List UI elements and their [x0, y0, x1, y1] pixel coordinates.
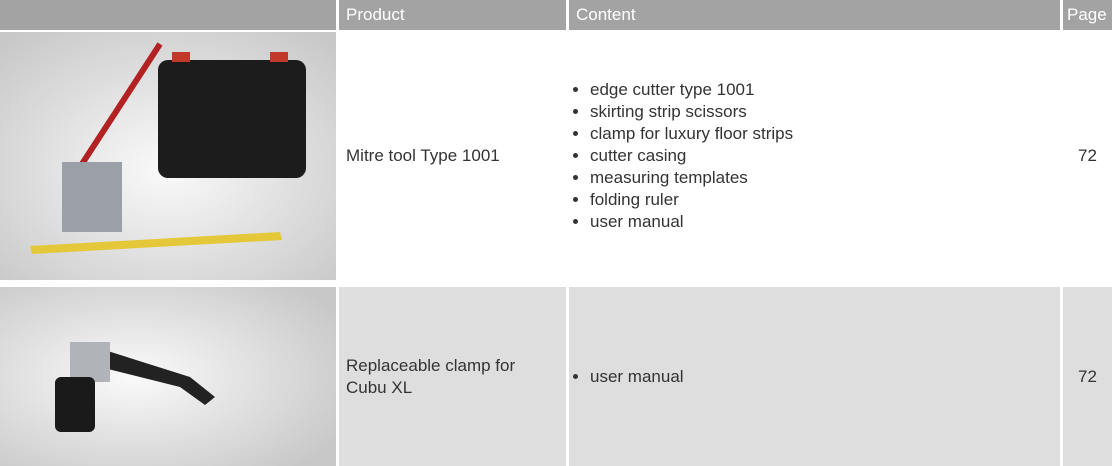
content-item: user manual: [590, 211, 793, 233]
header-page: Page: [1063, 0, 1112, 30]
header-content: Content: [569, 0, 1060, 30]
product-image: [0, 32, 336, 280]
product-image: [0, 287, 336, 466]
content-cell: user manual: [569, 287, 1060, 466]
content-item: folding ruler: [590, 189, 793, 211]
content-item: user manual: [590, 366, 684, 388]
header-product: Product: [339, 0, 566, 30]
content-list: user manual: [576, 366, 684, 388]
content-item: cutter casing: [590, 145, 793, 167]
content-item: measuring templates: [590, 167, 793, 189]
content-item: skirting strip scissors: [590, 101, 793, 123]
content-cell: edge cutter type 1001skirting strip scis…: [569, 32, 1060, 280]
content-item: edge cutter type 1001: [590, 79, 793, 101]
page-number: 72: [1063, 287, 1112, 466]
header-blank: [0, 0, 336, 30]
page-number: 72: [1063, 32, 1112, 280]
content-item: clamp for luxury floor strips: [590, 123, 793, 145]
product-name: Replaceable clamp for Cubu XL: [339, 287, 566, 466]
content-list: edge cutter type 1001skirting strip scis…: [576, 79, 793, 233]
product-name: Mitre tool Type 1001: [339, 32, 566, 280]
